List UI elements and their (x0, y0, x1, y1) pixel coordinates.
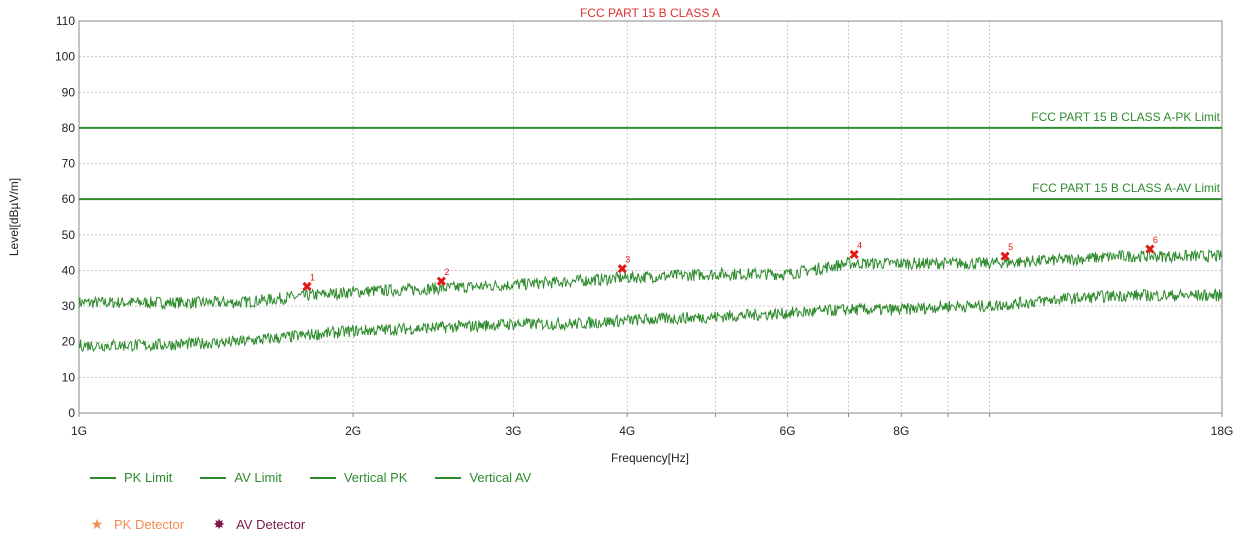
legend-swatch (200, 476, 227, 479)
legend-item-vertical-pk: Vertical PK (309, 470, 408, 485)
marker-x-icon (617, 264, 627, 274)
x-tick-label: 18G (1211, 424, 1234, 438)
x-axis-label: Frequency[Hz] (611, 451, 689, 465)
y-tick-label: 80 (62, 121, 76, 135)
grid-layer (78, 20, 1223, 417)
series-vertical-pk (78, 248, 1223, 311)
limit-layer: FCC PART 15 B CLASS A-PK Limit FCC PART 1… (79, 110, 1222, 201)
star-icon: ★ (90, 516, 104, 532)
marker-label: 5 (1008, 242, 1013, 252)
marker-label: 6 (1153, 235, 1158, 245)
legend-label: Vertical PK (343, 470, 408, 485)
legend-swatch (90, 476, 116, 479)
legend-label: Vertical AV (469, 470, 532, 485)
x-tick-label: 4G (619, 424, 635, 438)
plot-frame (78, 20, 1223, 414)
burst-icon: ✸ (213, 516, 225, 532)
limit-label: FCC PART 15 B CLASS A-PK Limit (1031, 110, 1220, 124)
y-tick-label: 10 (62, 370, 76, 384)
x-tick-label: 8G (893, 424, 909, 438)
legend-label: AV Detector (236, 517, 306, 532)
series-layer (78, 248, 1223, 353)
legend-lines: PK Limit AV Limit Vertical PK Vertical A… (90, 470, 559, 485)
marker-label: 2 (444, 267, 449, 277)
y-tick-label: 90 (62, 85, 76, 99)
marker-x-icon (1145, 244, 1155, 254)
legend-markers: ★ PK Detector ✸ AV Detector (90, 516, 333, 533)
y-tick-label: 50 (62, 228, 76, 242)
tick-layer: 0 10 20 30 40 50 60 70 80 90 100 110 1G 2G 3G 4G 6G 8G 18G (55, 14, 1233, 438)
marker-label: 1 (310, 272, 315, 282)
x-tick-label: 3G (505, 424, 521, 438)
legend-label: PK Limit (124, 470, 173, 485)
legend-swatch (309, 476, 336, 479)
y-tick-label: 0 (68, 406, 75, 420)
marker-x-icon (849, 249, 859, 259)
marker-layer: 1 2 3 4 5 6 (302, 235, 1158, 292)
y-axis-label: Level[dBµV/m] (7, 178, 21, 256)
x-tick-label: 6G (780, 424, 796, 438)
legend-item-vertical-av: Vertical AV (435, 470, 531, 485)
series-vertical-av (78, 288, 1223, 353)
legend-label: AV Limit (234, 470, 282, 485)
legend-label: PK Detector (114, 517, 185, 532)
legend-item-av-limit: AV Limit (200, 470, 282, 485)
y-tick-label: 30 (62, 299, 76, 313)
legend-item-av-detector: ✸ AV Detector (212, 516, 305, 533)
y-tick-label: 60 (62, 192, 76, 206)
y-tick-label: 20 (62, 335, 76, 349)
legend-item-pk-limit: PK Limit (90, 470, 172, 485)
y-tick-label: 70 (62, 157, 76, 171)
chart-title: FCC PART 15 B CLASS A (580, 6, 720, 20)
x-tick-label: 2G (345, 424, 361, 438)
marker-x-icon (1000, 251, 1010, 261)
marker-x-icon (302, 281, 312, 292)
marker-label: 4 (857, 240, 862, 250)
y-tick-label: 110 (56, 14, 75, 28)
y-tick-label: 100 (55, 50, 75, 64)
limit-label: FCC PART 15 B CLASS A-AV Limit (1032, 181, 1221, 195)
y-tick-label: 40 (62, 263, 76, 277)
legend-item-pk-detector: ★ PK Detector (90, 516, 184, 533)
legend-swatch (435, 476, 462, 479)
marker-label: 3 (625, 255, 630, 265)
marker-x-icon (436, 276, 446, 286)
x-tick-label: 1G (71, 424, 87, 438)
